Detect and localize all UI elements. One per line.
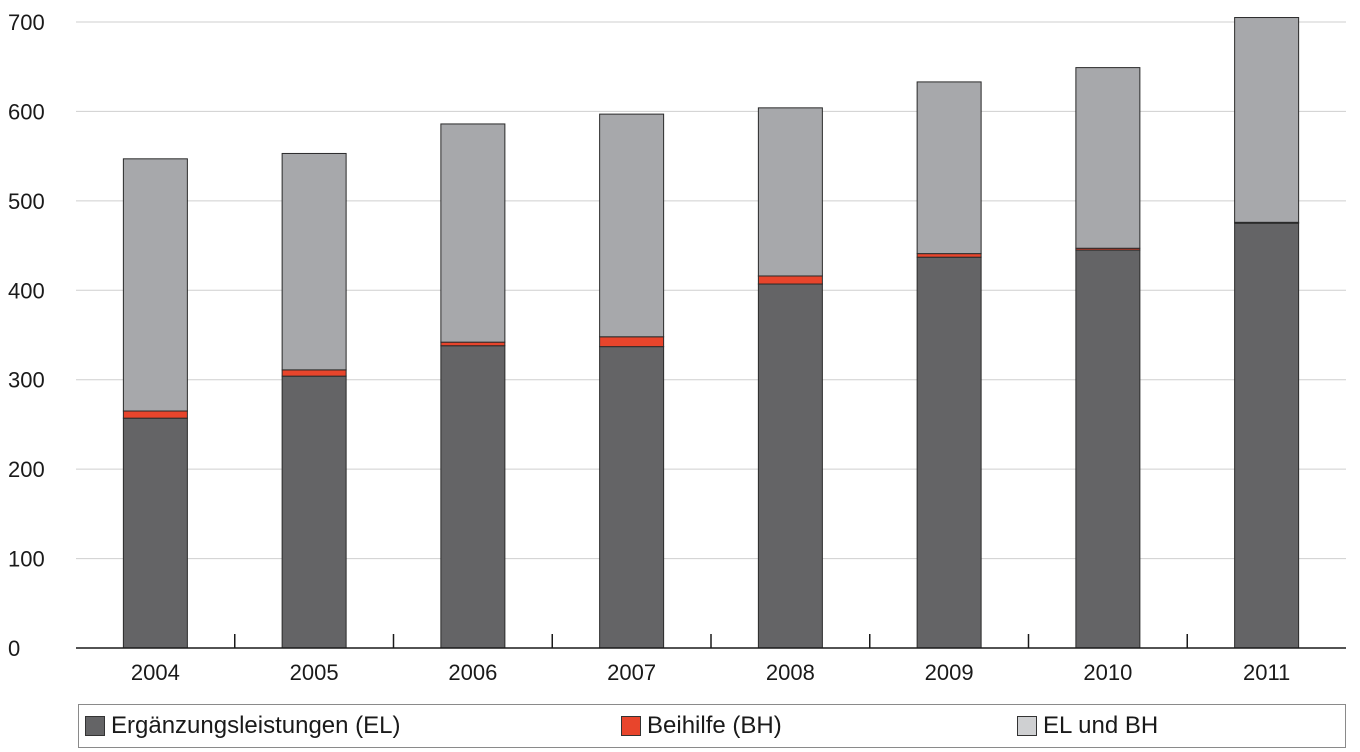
y-tick-label: 500 [8, 189, 45, 214]
bar-2005-series-1 [281, 369, 347, 377]
bar-2008-series-0 [757, 283, 823, 649]
bar-2004-series-1 [122, 410, 188, 419]
x-axis-tick-labels: 2004 2005 2006 2007 2008 2009 2010 2011 [131, 660, 1290, 685]
legend-label-el-und-bh: EL und BH [1043, 712, 1159, 739]
bar-2007-series-1 [599, 336, 665, 348]
x-tick-label: 2008 [766, 660, 815, 685]
legend-swatch-el-und-bh [1017, 716, 1037, 736]
y-tick-label: 100 [8, 547, 45, 572]
y-tick-label: 200 [8, 457, 45, 482]
y-tick-label: 0 [8, 636, 20, 661]
legend: Ergänzungsleistungen (EL) Beihilfe (BH) … [78, 704, 1346, 748]
bars [122, 17, 1300, 649]
y-axis-tick-labels: 0 100 200 300 400 500 600 700 [8, 10, 45, 661]
bar-2010-series-2 [1075, 67, 1141, 249]
bar-2009-series-2 [916, 81, 982, 255]
bar-2006-series-2 [440, 123, 506, 343]
x-tick-label: 2005 [290, 660, 339, 685]
legend-item-el-und-bh: EL und BH [1017, 705, 1158, 747]
y-tick-label: 700 [8, 10, 45, 35]
legend-swatch-bh [621, 716, 641, 736]
legend-item-bh: Beihilfe (BH) [621, 705, 782, 747]
gridlines [76, 21, 1346, 560]
bar-2007-series-0 [599, 346, 665, 649]
bar-2005-series-0 [281, 375, 347, 649]
bar-2009-series-0 [916, 256, 982, 649]
x-tick-label: 2004 [131, 660, 180, 685]
x-axis [76, 634, 1346, 649]
bar-2006-series-1 [440, 341, 506, 347]
x-tick-label: 2009 [925, 660, 974, 685]
x-tick-label: 2006 [448, 660, 497, 685]
bar-2009-series-1 [916, 253, 982, 258]
bar-2006-series-0 [440, 345, 506, 649]
x-tick-label: 2007 [607, 660, 656, 685]
x-tick-label: 2010 [1083, 660, 1132, 685]
bar-2011-series-0 [1234, 222, 1300, 649]
y-tick-label: 600 [8, 99, 45, 124]
legend-item-el: Ergänzungsleistungen (EL) [85, 705, 401, 747]
y-tick-label: 300 [8, 368, 45, 393]
bar-2011-series-2 [1234, 17, 1300, 223]
bar-2004-series-2 [122, 158, 188, 412]
x-tick-label: 2011 [1243, 660, 1290, 685]
bar-2010-series-0 [1075, 249, 1141, 649]
bar-2007-series-2 [599, 113, 665, 338]
bar-2005-series-2 [281, 152, 347, 371]
bar-2008-series-2 [757, 107, 823, 277]
bar-2004-series-0 [122, 417, 188, 649]
legend-label-el: Ergänzungsleistungen (EL) [111, 712, 401, 739]
legend-swatch-el [85, 716, 105, 736]
bar-2008-series-1 [757, 275, 823, 285]
legend-label-bh: Beihilfe (BH) [647, 712, 782, 739]
y-tick-label: 400 [8, 278, 45, 303]
